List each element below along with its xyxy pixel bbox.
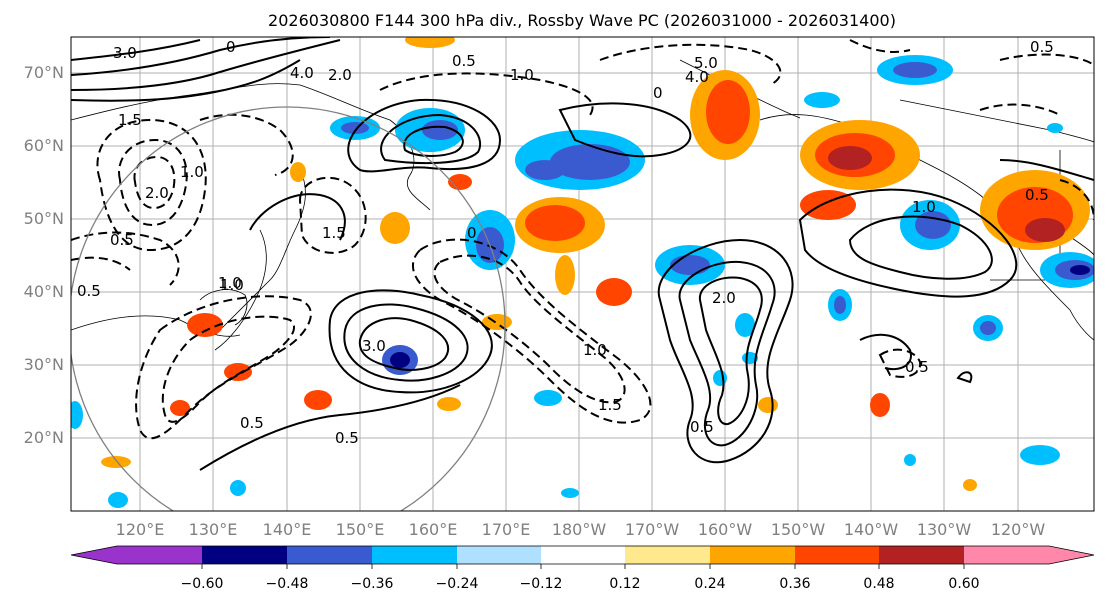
contour-label: 0.5 [1025,186,1049,204]
colorbar-tick-label: 0.24 [694,576,725,592]
contour-label: 0.5 [905,358,929,376]
colorbar-tick-label: 0.48 [863,576,894,592]
lat-label: 30°N [24,355,64,374]
contour-label: 1.0 [218,274,242,292]
lon-label: 130°E [189,520,238,539]
colorbar-tick-label: 0.36 [779,576,810,592]
colorbar-segment [541,546,625,564]
contour-label: 1.5 [598,396,622,414]
contour-label: 4.0 [685,68,709,86]
dashed-contours [71,39,1094,440]
contour-label: 1.0 [180,163,204,181]
colorbar-segment [457,546,541,564]
lon-label: 140°W [844,520,899,539]
map-title: 2026030800 F144 300 hPa div., Rossby Wav… [268,11,896,30]
contour-label: 0 [653,84,663,102]
reference-circle [71,106,506,511]
colorbar-segment [372,546,457,564]
contour-label: 0 [467,224,477,242]
lon-label: 160°E [409,520,458,539]
contour-label: 3.0 [362,337,386,355]
contour-label: 1.0 [510,66,534,84]
contour-label: 0.5 [452,52,476,70]
lon-label: 160°W [698,520,753,539]
colorbar-segment [879,546,964,564]
lon-label: 170°E [482,520,531,539]
colorbar-segment [964,546,1049,564]
colorbar-segment [710,546,795,564]
lat-axis: 70°N 60°N 50°N 40°N 30°N 20°N [24,63,64,447]
colorbar-segment [1049,546,1094,564]
colorbar-segment [795,546,879,564]
contour-label: 1.5 [118,111,142,129]
colorbar-tick-label: −0.48 [266,576,309,592]
contour-label: 1.5 [322,224,346,242]
contour-label: 4.0 [290,64,314,82]
contour-label: 1.0 [912,198,936,216]
lon-label: 140°E [263,520,312,539]
lon-label: 120°W [991,520,1046,539]
colorbar-tick-label: 0.60 [948,576,979,592]
lon-label: 130°W [917,520,972,539]
contour-label: 1.0 [220,276,244,294]
colorbar-outline [70,545,1095,565]
colorbar-tick-label: −0.60 [181,576,224,592]
colorbar-segment [287,546,372,564]
lon-axis: 120°E 130°E 140°E 150°E 160°E 170°E 180°… [116,520,1046,539]
lon-label: 150°W [771,520,826,539]
lat-label: 70°N [24,63,64,82]
contour-label: 1.0 [583,341,607,359]
colorbar-segment [202,546,287,564]
colorbar-tick-label: 0.12 [609,576,640,592]
contour-label: 0.5 [690,418,714,436]
contour-labels: 3.0 0 4.0 2.0 0.5 1.0 5.0 4.0 0.5 1.5 2.… [77,38,1054,447]
contour-label: 3.0 [113,44,137,62]
lon-label: 120°E [116,520,165,539]
colorbar-tick-label: −0.36 [351,576,394,592]
contour-label: 2.0 [328,66,352,84]
lat-label: 40°N [24,282,64,301]
colorbar-segment [71,546,117,564]
colorbar-segment [625,546,710,564]
contour-label: 0 [226,38,236,56]
colorbar-tick-label: −0.12 [520,576,563,592]
lon-label: 180°W [552,520,607,539]
contour-label: 0.5 [335,429,359,447]
contour-label: 5.0 [694,54,718,72]
lon-label: 150°E [336,520,385,539]
colorbar-tick-label: −0.24 [436,576,479,592]
contour-label: 0.5 [110,231,134,249]
contour-label: 2.0 [712,289,736,307]
colorbar: −0.60 −0.48 −0.36 −0.24 −0.12 0.12 0.24 … [70,545,1095,592]
lat-label: 50°N [24,209,64,228]
contour-label: 2.0 [145,184,169,202]
map-frame [70,36,1095,512]
contour-label: 0.5 [77,282,101,300]
map-area: 3.0 0 4.0 2.0 0.5 1.0 5.0 4.0 0.5 1.5 2.… [70,36,1095,512]
lon-label: 170°W [625,520,680,539]
solid-contours [71,37,1094,471]
contour-label: 0.5 [1030,38,1054,56]
lat-label: 60°N [24,136,64,155]
lat-label: 20°N [24,428,64,447]
contour-label: 0.5 [240,414,264,432]
colorbar-segment [117,546,202,564]
